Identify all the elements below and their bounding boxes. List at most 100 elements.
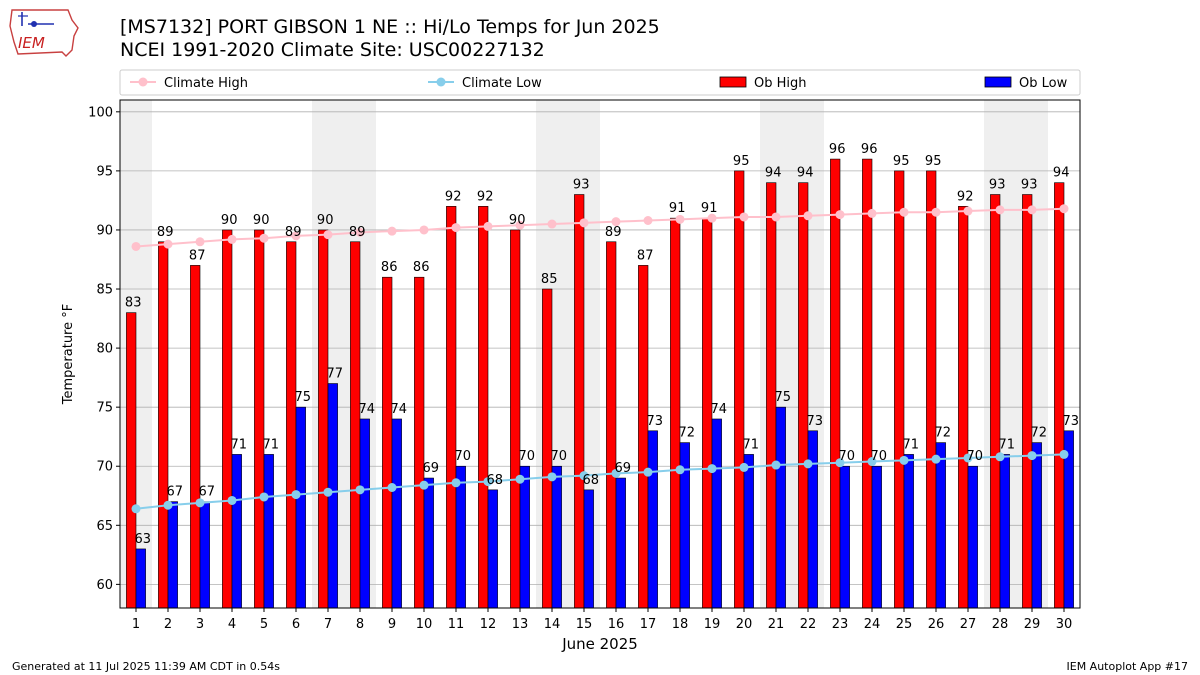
climate-high-point (131, 241, 141, 251)
ob-low-value-label: 70 (519, 449, 536, 464)
climate-high-point (579, 218, 589, 228)
ob-low-bar (679, 442, 690, 609)
y-tick-label: 75 (96, 401, 113, 416)
legend-box (119, 69, 1081, 96)
climate-high-point (707, 213, 717, 223)
climate-low-point (1059, 449, 1069, 459)
climate-high-point (1027, 205, 1037, 215)
ob-high-value-label: 92 (957, 189, 974, 204)
ob-high-value-label: 89 (285, 225, 302, 240)
legend-climate-low-marker (436, 77, 446, 87)
climate-low-point (387, 482, 397, 492)
climate-high-line (135, 207, 1065, 248)
ob-low-bar (1063, 430, 1074, 609)
x-tick-label: 25 (896, 617, 913, 632)
logo-text: IEM (18, 34, 45, 52)
ob-high-bar (126, 312, 137, 609)
climate-high-point (323, 230, 333, 240)
climate-low-point (355, 485, 365, 495)
climate-low-point (803, 459, 813, 469)
weekend-shade (344, 100, 376, 608)
ob-high-bar (446, 206, 457, 609)
climate-high-point (835, 210, 845, 220)
ob-low-bar (519, 465, 530, 609)
x-tick-label: 15 (576, 617, 593, 632)
ob-low-value-label: 72 (1031, 426, 1048, 441)
x-tick-label: 7 (324, 617, 332, 632)
y-tick-label: 80 (96, 342, 113, 357)
ob-low-bar (167, 501, 178, 609)
x-tick-label: 9 (388, 617, 396, 632)
climate-high-point (771, 212, 781, 222)
x-tick-label: 5 (260, 617, 268, 632)
x-tick-label: 17 (640, 617, 657, 632)
climate-low-point (419, 480, 429, 490)
ob-low-value-label: 70 (455, 449, 472, 464)
legend-ob-high-swatch (719, 76, 747, 88)
x-tick-label: 27 (960, 617, 977, 632)
ob-low-bar (775, 406, 786, 609)
ob-low-bar (327, 383, 338, 609)
x-tick-label: 6 (292, 617, 300, 632)
ob-low-bar (999, 454, 1010, 609)
ob-low-bar (743, 454, 754, 609)
ob-high-bar (318, 229, 329, 609)
legend-ob-low-swatch (984, 76, 1012, 88)
climate-low-point (707, 464, 717, 474)
legend-climate-high-marker (138, 77, 148, 87)
chart-title-line1: [MS7132] PORT GIBSON 1 NE :: Hi/Lo Temps… (120, 16, 660, 38)
ob-low-value-label: 71 (903, 437, 920, 452)
climate-low-point (995, 452, 1005, 462)
x-tick-label: 20 (736, 617, 753, 632)
ob-low-value-label: 67 (167, 485, 184, 500)
climate-low-point (739, 462, 749, 472)
ob-high-value-label: 93 (1021, 178, 1038, 193)
ob-high-bar (1054, 182, 1065, 609)
ob-low-value-label: 73 (647, 414, 664, 429)
x-tick-label: 2 (164, 617, 172, 632)
climate-low-point (131, 504, 141, 514)
plot-frame (119, 99, 1081, 609)
x-tick-label: 12 (480, 617, 497, 632)
ob-high-value-label: 86 (381, 260, 398, 275)
climate-low-point (483, 477, 493, 487)
climate-low-point (771, 460, 781, 470)
ob-high-value-label: 89 (605, 225, 622, 240)
ob-low-value-label: 71 (743, 437, 760, 452)
ob-high-bar (414, 276, 425, 609)
ob-high-bar (606, 241, 617, 609)
y-tick-label: 60 (96, 578, 113, 593)
climate-low-point (643, 467, 653, 477)
ob-low-value-label: 71 (263, 437, 280, 452)
ob-low-value-label: 72 (935, 426, 952, 441)
climate-low-line (135, 453, 1065, 510)
y-tick-label: 95 (96, 164, 113, 179)
ob-low-value-label: 73 (1063, 414, 1080, 429)
ob-high-bar (254, 229, 265, 609)
ob-high-value-label: 93 (573, 178, 590, 193)
x-tick-label: 16 (608, 617, 625, 632)
x-tick-label: 30 (1056, 617, 1073, 632)
x-tick-label: 21 (768, 617, 785, 632)
ob-high-bar (830, 158, 841, 609)
y-tick-label: 100 (88, 105, 113, 120)
ob-high-bar (702, 217, 713, 609)
weekend-shade (568, 100, 600, 608)
ob-low-value-label: 74 (391, 402, 408, 417)
x-tick-label: 24 (864, 617, 881, 632)
ob-low-bar (359, 418, 370, 609)
ob-high-bar (766, 182, 777, 609)
climate-high-point (995, 205, 1005, 215)
generated-timestamp: Generated at 11 Jul 2025 11:39 AM CDT in… (12, 660, 280, 673)
climate-high-point (259, 233, 269, 243)
y-tick-label: 85 (96, 283, 113, 298)
climate-high-point (355, 227, 365, 237)
climate-low-point (867, 457, 877, 467)
chart-title-line2: NCEI 1991-2020 Climate Site: USC00227132 (120, 39, 545, 61)
weekend-shade (312, 100, 344, 608)
ob-high-bar (1022, 194, 1033, 609)
ob-low-value-label: 72 (679, 426, 696, 441)
legend-ob-high-label: Ob High (754, 76, 807, 91)
climate-high-point (163, 239, 173, 249)
ob-low-bar (903, 454, 914, 609)
